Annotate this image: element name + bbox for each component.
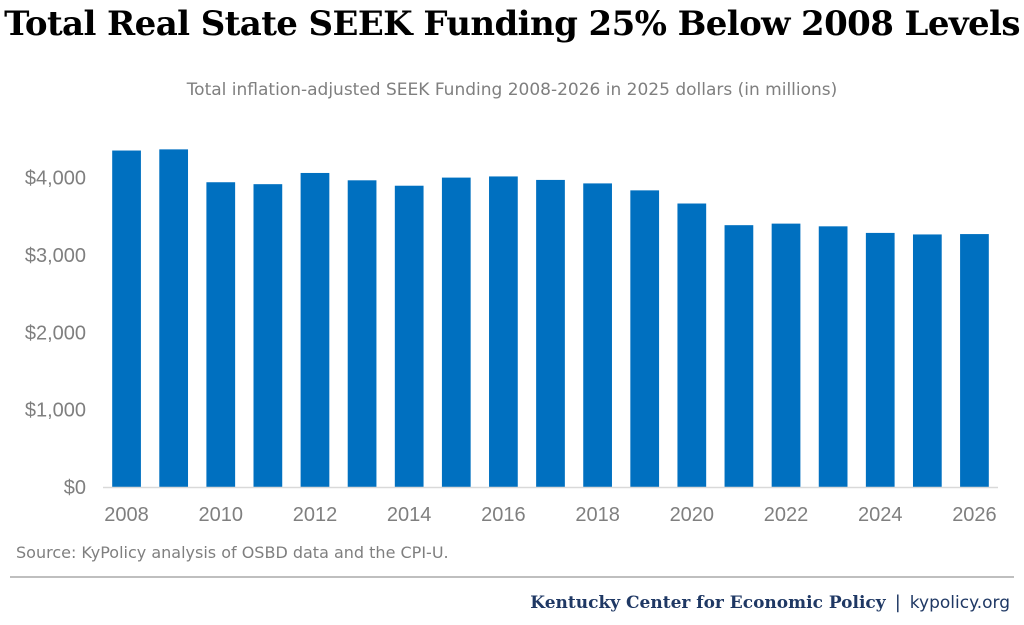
chart-subtitle: Total inflation-adjusted SEEK Funding 20… — [186, 80, 838, 100]
footer-brand: Kentucky Center for Economic Policy — [530, 593, 886, 613]
bar-2010 — [206, 182, 236, 488]
y-tick-label: $4,000 — [25, 168, 86, 190]
bar-2015 — [441, 177, 471, 487]
bar-2014 — [394, 185, 424, 487]
x-tick-label: 2010 — [199, 504, 244, 526]
bar-2017 — [536, 179, 565, 488]
chart-title: Total Real State SEEK Funding 25% Below … — [4, 4, 1020, 44]
footer: Kentucky Center for Economic Policy | ky… — [530, 592, 1010, 613]
bar-2016 — [489, 176, 518, 487]
bar-chart: $0 $1,000 $2,000 $3,000 $4,000 2008 2010 2012 20… — [25, 149, 998, 526]
bar-2009 — [159, 149, 189, 487]
bar-2013 — [347, 180, 377, 487]
x-tick-label: 2008 — [104, 504, 149, 526]
x-tick-label: 2022 — [764, 504, 809, 526]
x-tick-label: 2026 — [952, 504, 997, 526]
bar-2020 — [677, 203, 707, 487]
x-tick-label: 2024 — [858, 504, 903, 526]
bar-2008 — [112, 150, 141, 487]
bar-2021 — [724, 225, 754, 488]
footer-divider — [10, 576, 1014, 578]
x-tick-label: 2014 — [387, 504, 432, 526]
bar-2019 — [630, 190, 660, 488]
x-tick-label: 2012 — [293, 504, 338, 526]
y-tick-label: $0 — [64, 477, 86, 499]
bar-2024 — [865, 232, 895, 487]
y-tick-label: $3,000 — [25, 245, 86, 267]
bar-2025 — [912, 234, 942, 487]
x-tick-label: 2020 — [670, 504, 715, 526]
bar-2026 — [960, 234, 989, 487]
bar-2012 — [300, 172, 330, 487]
footer-separator: | — [894, 592, 901, 613]
bar-2011 — [253, 184, 283, 488]
y-tick-label: $1,000 — [25, 400, 86, 422]
bar-2018 — [583, 183, 612, 487]
footer-site-link[interactable]: kypolicy.org — [909, 593, 1010, 613]
y-tick-label: $2,000 — [25, 322, 86, 344]
x-tick-label: 2018 — [575, 504, 620, 526]
source-note: Source: KyPolicy analysis of OSBD data a… — [16, 543, 449, 562]
bar-2022 — [771, 223, 801, 487]
x-tick-label: 2016 — [481, 504, 526, 526]
bar-2023 — [818, 226, 848, 487]
